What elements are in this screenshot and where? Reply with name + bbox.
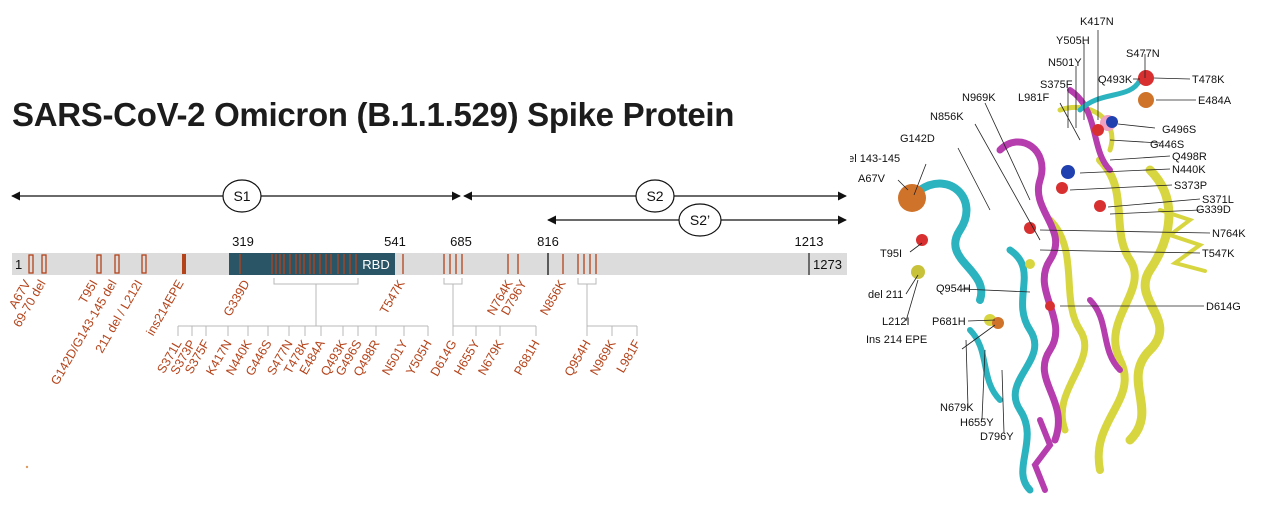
mutation-box: [41, 254, 47, 274]
mutation-box: [28, 254, 34, 274]
page-title: SARS-CoV-2 Omicron (B.1.1.529) Spike Pro…: [12, 96, 735, 133]
s2prime-label-circle: [678, 203, 722, 237]
s2-label: S2: [646, 188, 663, 204]
stray-dot: [25, 465, 29, 469]
mutation-connectors: [177, 278, 638, 336]
structure-label: D796Y: [980, 431, 1014, 443]
structure-label: T547K: [1202, 248, 1235, 260]
structure-labels: G142D del 143-145 A67V T95I del 211 L212…: [850, 16, 1246, 443]
structure-label: N501Y: [1048, 57, 1082, 69]
structure-label: G446S: [1150, 139, 1184, 151]
structure-label: N679K: [940, 402, 974, 414]
pos-685: 685: [450, 234, 472, 249]
structure-label: G496S: [1162, 124, 1196, 136]
structure-label: N969K: [962, 92, 996, 104]
mutation-label: G339D: [221, 278, 253, 319]
structure-label: D614G: [1206, 301, 1241, 313]
rbd-label: RBD: [362, 257, 389, 272]
mutation-label: N856K: [537, 277, 569, 318]
structure-label: S371L: [1202, 194, 1234, 206]
seq-end-label: 1273: [813, 257, 842, 272]
mutation-sites: [898, 70, 1154, 329]
mutation-box: [114, 254, 120, 274]
s2-label-circle: [635, 179, 675, 213]
structure-label: S375F: [1040, 79, 1073, 91]
mutation-box: [141, 254, 147, 274]
structure-label: E484A: [1198, 95, 1232, 107]
structure-leader-lines: [897, 30, 1211, 434]
mutation-insertion-mark: [182, 254, 186, 274]
bottom-mutation-labels: S371L S373P S375F K417N N440K G446S S477…: [154, 337, 643, 379]
s1-label-circle: [222, 179, 262, 213]
mutation-label: N679K: [475, 337, 507, 378]
pos-541: 541: [384, 234, 406, 249]
structure-label: K417N: [1080, 16, 1114, 28]
structure-label: H655Y: [960, 417, 994, 429]
mutation-label: P681H: [511, 338, 542, 378]
rbd-domain: [229, 253, 395, 275]
structure-label: S373P: [1174, 180, 1207, 192]
s1-label: S1: [233, 188, 250, 204]
mutation-label: T547K: [377, 277, 408, 316]
pos-319: 319: [232, 234, 254, 249]
structure-label: L212I: [882, 316, 910, 328]
seq-start-label: 1: [15, 257, 22, 272]
spike-domain-diagram: S1 S2 S2’ 319 541 685 816 1213 1 1273 RB…: [6, 179, 847, 469]
pos-816: 816: [537, 234, 559, 249]
spike-structure-illustration: G142D del 143-145 A67V T95I del 211 L212…: [850, 16, 1246, 494]
pos-1213: 1213: [795, 234, 824, 249]
structure-label: G339D: [1196, 204, 1231, 216]
sequence-bar: [12, 253, 847, 275]
mutation-label: ins214EPE: [144, 278, 187, 339]
mutation-label: L981F: [614, 337, 644, 375]
structure-label: N856K: [930, 111, 964, 123]
structure-label: N440K: [1172, 164, 1206, 176]
structure-label: A67V: [858, 173, 886, 185]
structure-label: Q493K: [1098, 74, 1133, 86]
s2prime-label: S2’: [690, 212, 710, 228]
mutation-label: Q954H: [562, 338, 594, 379]
protein-ribbons: [916, 77, 1207, 494]
structure-label: P681H: [932, 316, 966, 328]
structure-label: T95I: [880, 248, 902, 260]
structure-label: Q498R: [1172, 151, 1207, 163]
structure-label: T478K: [1192, 74, 1225, 86]
structure-label: del 143-145: [850, 153, 900, 165]
structure-label: Ins 214 EPE: [866, 334, 927, 346]
structure-label: Y505H: [1056, 35, 1090, 47]
structure-label: G142D: [900, 133, 935, 145]
mutation-marks: [28, 254, 597, 274]
structure-label: N764K: [1212, 228, 1246, 240]
structure-label: L981F: [1018, 92, 1049, 104]
mutation-label: N969K: [587, 337, 619, 378]
structure-label: Q954H: [936, 283, 971, 295]
structure-label: del 211: [868, 289, 903, 301]
structure-label: S477N: [1126, 48, 1160, 60]
mutation-box: [96, 254, 102, 274]
